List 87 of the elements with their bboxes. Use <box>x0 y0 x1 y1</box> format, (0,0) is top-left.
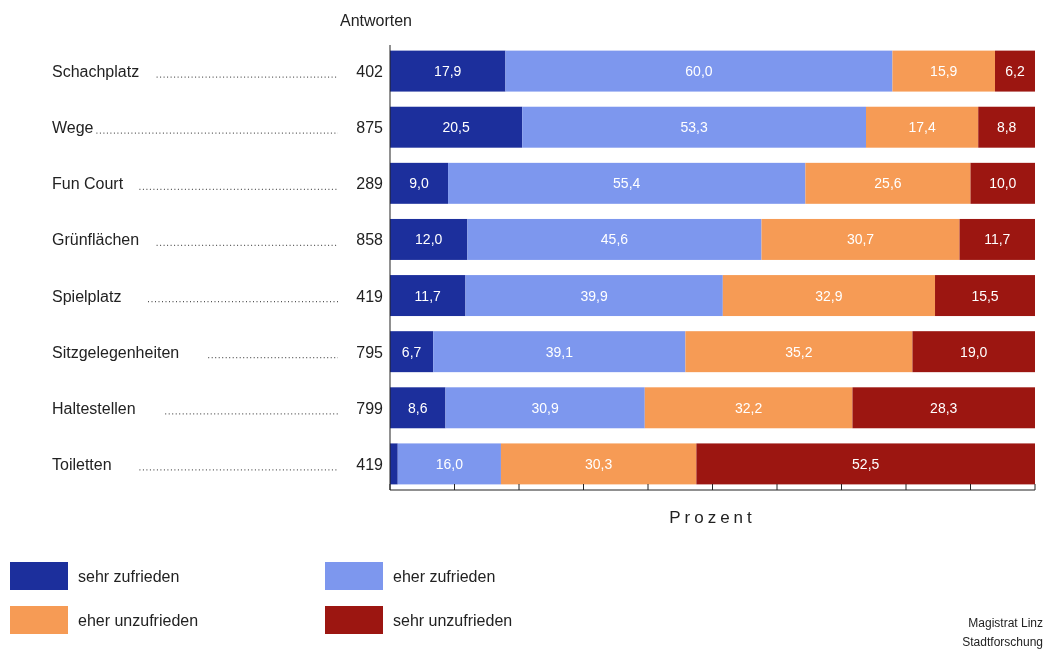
legend-label: eher unzufrieden <box>78 612 199 629</box>
bar <box>390 443 398 485</box>
bar <box>995 50 1035 92</box>
bar <box>467 218 762 260</box>
bar <box>805 162 971 204</box>
bar <box>761 218 960 260</box>
data-label: 30,7 <box>846 231 875 248</box>
y-tick-label: Wege <box>52 119 94 137</box>
data-label: 30,3 <box>585 455 613 472</box>
data-label: 39,1 <box>545 343 574 360</box>
text: 795 <box>356 343 384 361</box>
bar <box>433 331 686 373</box>
data-label: 10,0 <box>989 175 1017 192</box>
y-tick-label: Schachplatz <box>52 63 140 81</box>
data-label: 9,0 <box>409 175 429 192</box>
data-label: 52,5 <box>852 455 880 472</box>
text: 289 <box>356 175 384 193</box>
bar <box>397 443 501 485</box>
bar <box>522 106 867 148</box>
data-label: 11,7 <box>984 231 1011 248</box>
legend-label: sehr zufrieden <box>78 568 180 585</box>
data-label: 15,9 <box>930 63 958 80</box>
bar <box>644 387 853 429</box>
text: 419 <box>356 455 384 473</box>
bar <box>448 162 806 204</box>
bar <box>390 218 468 260</box>
data-label: 28,3 <box>930 399 958 416</box>
bar <box>978 106 1035 148</box>
bar <box>445 387 645 429</box>
text: 402 <box>356 63 384 81</box>
bar <box>866 106 979 148</box>
bar <box>390 50 506 92</box>
bar <box>852 387 1035 429</box>
data-label: 25,6 <box>874 175 902 192</box>
data-label: 17,9 <box>434 63 462 80</box>
data-label: 45,6 <box>600 231 629 248</box>
x-axis-title: Prozent <box>669 508 756 527</box>
bar <box>390 106 523 148</box>
bar <box>722 275 936 317</box>
y-tick-label: Fun Court <box>52 175 124 193</box>
bar <box>685 331 913 373</box>
data-label: 16,0 <box>435 455 464 472</box>
data-label: 20,5 <box>442 119 470 136</box>
bar <box>465 275 723 317</box>
data-label: 32,9 <box>815 287 843 304</box>
bar <box>696 443 1035 485</box>
data-label: 32,2 <box>734 399 763 416</box>
y-tick-label: Grünflächen <box>52 231 140 249</box>
legend-label: sehr unzufrieden <box>393 612 513 629</box>
bar <box>912 331 1035 373</box>
data-label: 12,0 <box>415 231 443 248</box>
bar <box>935 275 1035 317</box>
data-label: 60,0 <box>685 63 713 80</box>
data-label: 35,2 <box>785 343 813 360</box>
data-label: 55,4 <box>613 175 641 192</box>
y-tick-label: Sitzgelegenheiten <box>52 343 180 361</box>
text: Magistrat Linz <box>968 616 1043 630</box>
bar <box>970 162 1035 204</box>
legend-label: eher zufrieden <box>393 568 496 585</box>
text: Antworten <box>339 12 412 29</box>
y-tick-label: Haltestellen <box>52 399 136 417</box>
bar <box>390 162 449 204</box>
data-label: 19,0 <box>960 343 988 360</box>
bar <box>390 387 446 429</box>
data-label: 15,5 <box>971 287 999 304</box>
text: Stadtforschung <box>962 635 1043 649</box>
bar <box>390 331 434 373</box>
bar <box>892 50 996 92</box>
text: 875 <box>356 119 384 137</box>
bar <box>390 275 466 317</box>
data-label: 6,2 <box>1005 63 1025 80</box>
bar <box>959 218 1035 260</box>
y-tick-label: Toiletten <box>52 455 112 473</box>
data-label: 39,9 <box>580 287 608 304</box>
text: 419 <box>356 287 384 305</box>
text: 858 <box>356 231 384 249</box>
text: 799 <box>356 399 384 417</box>
data-label: 8,8 <box>996 119 1017 136</box>
data-label: 8,6 <box>408 399 428 416</box>
data-label: 6,7 <box>401 343 422 360</box>
bar <box>500 443 697 485</box>
data-label: 11,7 <box>414 287 442 304</box>
data-label: 30,9 <box>531 399 559 416</box>
data-label: 53,3 <box>680 119 708 136</box>
data-label: 17,4 <box>908 119 936 136</box>
y-tick-label: Spielplatz <box>52 287 122 305</box>
bar <box>505 50 893 92</box>
